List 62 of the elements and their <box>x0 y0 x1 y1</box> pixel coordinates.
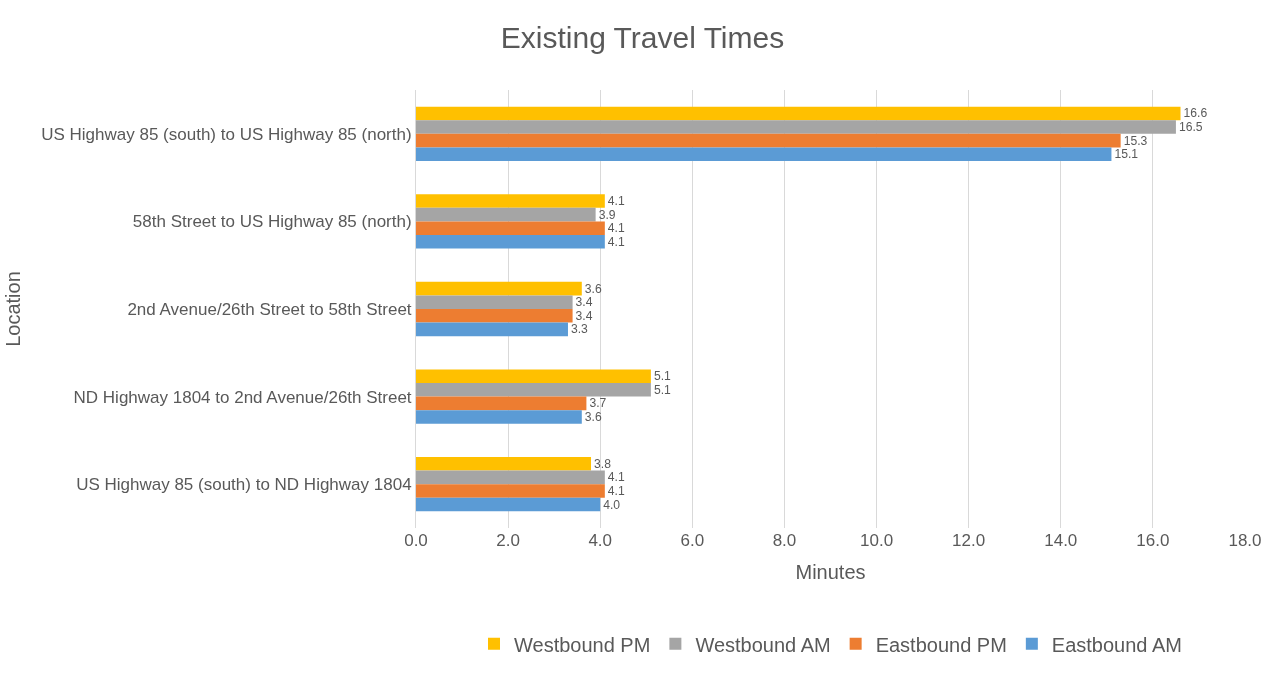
x-tick-label: 16.0 <box>1136 531 1170 550</box>
data-label: 4.1 <box>607 221 625 236</box>
y-tick-label: 2nd Avenue/26th Street to 58th Street <box>127 299 412 319</box>
data-label: 3.3 <box>570 322 589 337</box>
bar <box>416 410 582 424</box>
x-tick-label: 8.0 <box>772 531 797 550</box>
legend-label: Westbound PM <box>514 633 651 656</box>
data-label: 3.9 <box>598 207 616 222</box>
data-label: 4.0 <box>603 497 621 512</box>
legend-label: Eastbound AM <box>1051 633 1182 656</box>
data-label: 15.1 <box>1114 147 1139 162</box>
data-label: 3.6 <box>584 281 602 296</box>
data-label: 3.4 <box>575 295 593 310</box>
data-label: 16.6 <box>1183 106 1208 121</box>
x-tick-label: 18.0 <box>1228 531 1262 550</box>
bar <box>416 383 651 397</box>
bar <box>416 295 573 309</box>
y-tick-label: US Highway 85 (south) to ND Highway 1804 <box>76 475 412 495</box>
chart-title: Existing Travel Times <box>500 21 785 54</box>
bar <box>416 221 605 235</box>
x-tick-label: 12.0 <box>952 531 986 550</box>
data-label: 3.4 <box>575 308 593 323</box>
x-tick-label: 2.0 <box>496 531 520 550</box>
bar <box>416 369 651 384</box>
bar <box>416 147 1112 161</box>
legend-label: Westbound AM <box>695 633 831 656</box>
bar <box>416 322 568 337</box>
bar <box>416 457 592 471</box>
bar <box>416 194 605 208</box>
y-axis-title: Location <box>1 271 24 347</box>
data-label: 16.5 <box>1178 119 1203 134</box>
data-label: 4.1 <box>607 193 625 208</box>
bar <box>416 470 605 485</box>
bar <box>416 234 605 249</box>
data-label: 3.8 <box>594 456 612 471</box>
bar <box>416 484 605 498</box>
data-label: 4.1 <box>607 470 625 485</box>
data-label: 5.1 <box>653 369 672 384</box>
data-label: 15.3 <box>1123 133 1148 148</box>
bar <box>416 106 1181 121</box>
legend-label: Eastbound PM <box>875 633 1007 656</box>
data-label: 4.1 <box>607 483 625 498</box>
y-tick-label: ND Highway 1804 to 2nd Avenue/26th Street <box>73 387 412 407</box>
bar <box>416 133 1121 148</box>
x-axis-title: Minutes <box>795 560 866 583</box>
bar <box>416 309 573 323</box>
data-label: 4.1 <box>607 234 625 249</box>
bar <box>416 396 587 411</box>
x-tick-label: 4.0 <box>588 531 613 550</box>
bar <box>416 281 582 296</box>
x-tick-label: 6.0 <box>680 531 705 550</box>
x-tick-label: 0.0 <box>404 531 428 550</box>
y-tick-label: US Highway 85 (south) to US Highway 85 (north) <box>41 124 412 144</box>
bar <box>416 207 596 222</box>
data-label: 3.6 <box>584 409 602 424</box>
bar <box>416 497 601 512</box>
x-tick-label: 14.0 <box>1044 531 1078 550</box>
data-label: 3.7 <box>589 396 607 411</box>
y-tick-label: 58th Street to US Highway 85 (north) <box>132 212 412 232</box>
data-label: 5.1 <box>653 382 672 397</box>
x-tick-label: 10.0 <box>860 531 894 550</box>
bar <box>416 120 1176 134</box>
